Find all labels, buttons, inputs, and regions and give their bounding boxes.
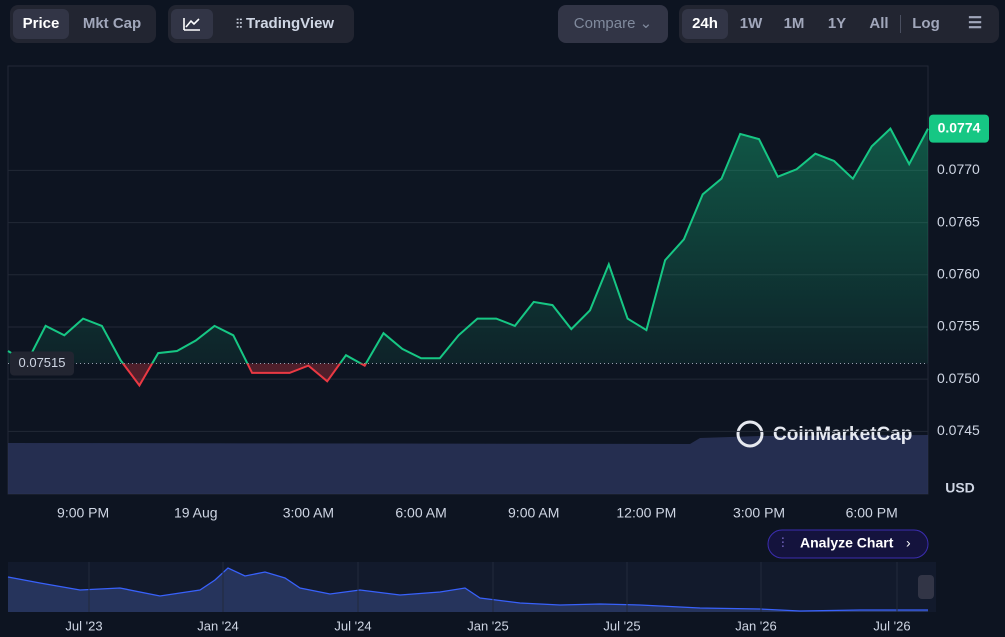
line-button[interactable] (171, 9, 213, 39)
range-button[interactable]: All (869, 15, 889, 32)
navigator-label: Jan '24 (197, 618, 239, 633)
range-button[interactable]: 1Y (827, 15, 847, 32)
x-tick-label: 9:00 AM (508, 505, 559, 521)
tradingview-button[interactable]: ⫶⫶ TradingView (235, 15, 335, 32)
analyze-chevron: › (906, 535, 911, 551)
compare-label: Compare ⌄ (573, 15, 653, 32)
line-icon (183, 18, 200, 31)
watermark: CoinMarketCap (736, 420, 912, 448)
navigator-label: Jan '25 (467, 618, 509, 633)
navigator-label: Jul '26 (873, 618, 910, 633)
baseline-label-bg (10, 351, 74, 376)
compare-dropdown[interactable]: Compare ⌄ (558, 5, 668, 43)
navigator-label: Jul '23 (65, 618, 102, 633)
analyze-icon: ⫶ (781, 535, 785, 551)
y-tick-label: 0.0755 (937, 318, 980, 334)
navigator-label: Jul '25 (603, 618, 640, 633)
log-button[interactable]: Log (912, 15, 940, 32)
current-price: 0.0774 (938, 119, 981, 135)
plot-frame (7, 65, 929, 495)
tradingview-label: TradingView (246, 15, 335, 32)
x-tick-label: 3:00 AM (283, 505, 334, 521)
range-button[interactable]: 1M (783, 15, 805, 32)
range-toggle: Log ☰ 24h 1W 1M 1Y All (679, 5, 999, 43)
watermark-text: CoinMarketCap (773, 424, 912, 445)
y-tick-label: 0.0770 (937, 161, 980, 177)
x-tick-label: 3:00 PM (733, 505, 785, 521)
y-tick-label: 0.0765 (937, 213, 980, 229)
navigator (7, 562, 936, 612)
y-tick-label: 0.0760 (937, 265, 980, 281)
price-button[interactable]: Price (13, 9, 69, 39)
metric-toggle: Price Mkt Cap (10, 5, 156, 43)
compare-text: Compare (573, 15, 636, 32)
volume-band (8, 435, 928, 494)
price-area (8, 128, 928, 386)
navigator-label: Jan '26 (735, 618, 777, 633)
range-button[interactable]: 1W (739, 15, 763, 32)
baseline-label: 0.07515 (19, 355, 66, 370)
current-price-tag (929, 114, 989, 143)
range-button[interactable]: 24h (682, 9, 728, 39)
navigator-label: Jul '24 (334, 618, 371, 633)
x-tick-label: 9:00 PM (57, 505, 109, 521)
x-tick-label: 6:00 AM (395, 505, 446, 521)
analyze-button[interactable] (767, 529, 929, 559)
y-tick-label: 0.0745 (937, 422, 980, 438)
separator (900, 15, 901, 33)
y-tick-label: 0.0750 (937, 370, 980, 386)
x-tick-label: 19 Aug (174, 505, 218, 521)
price-line (7, 126, 929, 388)
x-tick-label: 12:00 PM (616, 505, 676, 521)
chart-type-toggle: ⫶⫶ TradingView (168, 5, 354, 43)
settings-button[interactable]: ☰ (967, 15, 983, 32)
x-tick-label: 6:00 PM (846, 505, 898, 521)
analyze-label: Analyze Chart (800, 535, 894, 551)
mktcap-button[interactable]: Mkt Cap (82, 15, 142, 32)
y-unit: USD (945, 480, 975, 496)
